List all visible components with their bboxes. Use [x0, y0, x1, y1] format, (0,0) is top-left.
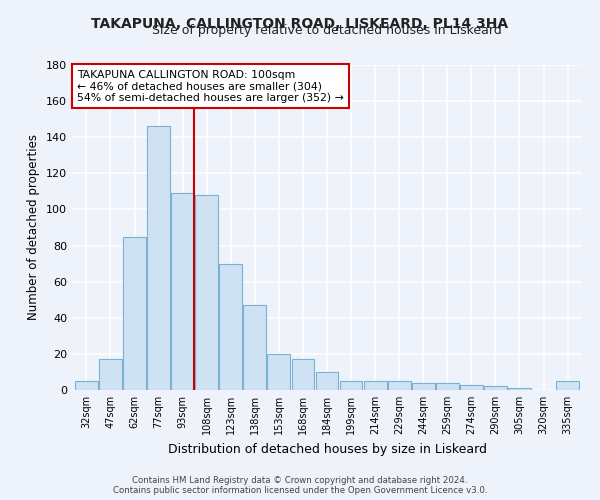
Bar	[556, 381, 579, 390]
Bar	[364, 381, 386, 390]
Bar	[460, 384, 483, 390]
Bar	[195, 195, 218, 390]
Bar	[220, 264, 242, 390]
Bar	[316, 372, 338, 390]
Bar	[508, 388, 531, 390]
Bar	[436, 383, 459, 390]
Bar	[171, 193, 194, 390]
Bar	[99, 360, 122, 390]
Bar	[340, 381, 362, 390]
Text: TAKAPUNA, CALLINGTON ROAD, LISKEARD, PL14 3HA: TAKAPUNA, CALLINGTON ROAD, LISKEARD, PL1…	[91, 18, 509, 32]
Bar	[244, 305, 266, 390]
Bar	[484, 386, 507, 390]
Bar	[75, 381, 98, 390]
Text: TAKAPUNA CALLINGTON ROAD: 100sqm
← 46% of detached houses are smaller (304)
54% : TAKAPUNA CALLINGTON ROAD: 100sqm ← 46% o…	[77, 70, 344, 103]
Bar	[412, 383, 434, 390]
Text: Contains HM Land Registry data © Crown copyright and database right 2024.
Contai: Contains HM Land Registry data © Crown c…	[113, 476, 487, 495]
Bar	[147, 126, 170, 390]
X-axis label: Distribution of detached houses by size in Liskeard: Distribution of detached houses by size …	[167, 442, 487, 456]
Bar	[123, 236, 146, 390]
Bar	[292, 360, 314, 390]
Bar	[268, 354, 290, 390]
Title: Size of property relative to detached houses in Liskeard: Size of property relative to detached ho…	[152, 24, 502, 38]
Bar	[388, 381, 410, 390]
Y-axis label: Number of detached properties: Number of detached properties	[28, 134, 40, 320]
